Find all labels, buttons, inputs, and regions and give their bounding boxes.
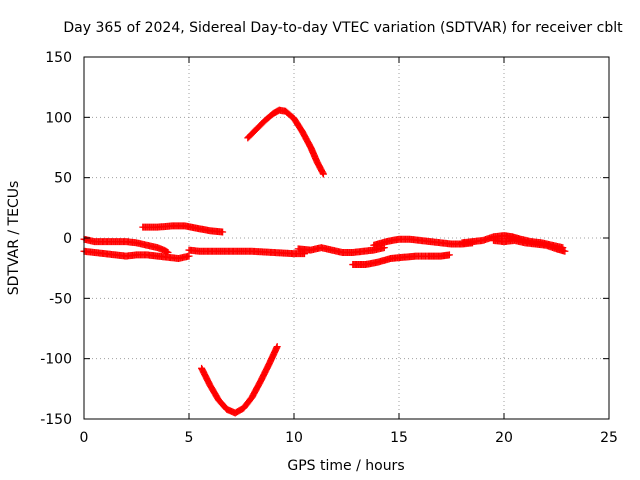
y-tick-label: -50 [49, 291, 72, 307]
data-point [273, 343, 281, 351]
series-arc-negative-early [80, 247, 193, 263]
x-tick-label: 10 [285, 430, 303, 446]
x-tick-label: 5 [185, 430, 194, 446]
x-tick-label: 15 [390, 430, 408, 446]
chart-title: Day 365 of 2024, Sidereal Day-to-day VTE… [63, 20, 623, 36]
series-arc-positive-small [139, 222, 227, 236]
y-axis-label: SDTVAR / TECUs [6, 181, 22, 296]
axis-ticks: 0 5 10 15 20 25 -150 -100 -50 0 50 100 150 [40, 50, 618, 446]
y-tick-label: 0 [63, 231, 72, 247]
data-point [185, 252, 193, 260]
y-tick-label: -150 [40, 412, 72, 428]
x-tick-label: 20 [495, 430, 513, 446]
series-arc-low-afternoon [349, 251, 453, 269]
data-point [445, 251, 453, 259]
x-axis-label: GPS time / hours [287, 458, 404, 474]
x-tick-label: 0 [80, 430, 89, 446]
y-tick-label: 100 [45, 110, 72, 126]
data-point [561, 247, 569, 255]
series-arc-negative-mid [185, 246, 308, 258]
data-point [319, 170, 327, 178]
series-arc-evening-lower [490, 236, 569, 255]
y-tick-label: 50 [54, 171, 72, 187]
y-tick-label: -100 [40, 352, 72, 368]
y-tick-label: 150 [45, 50, 72, 66]
series-arc-high-peak [244, 106, 327, 178]
series-arc-low-trough [198, 343, 281, 417]
data-point [219, 228, 227, 236]
data-series [80, 106, 569, 417]
x-tick-label: 25 [600, 430, 618, 446]
series-arc-negative-noon [294, 244, 388, 256]
